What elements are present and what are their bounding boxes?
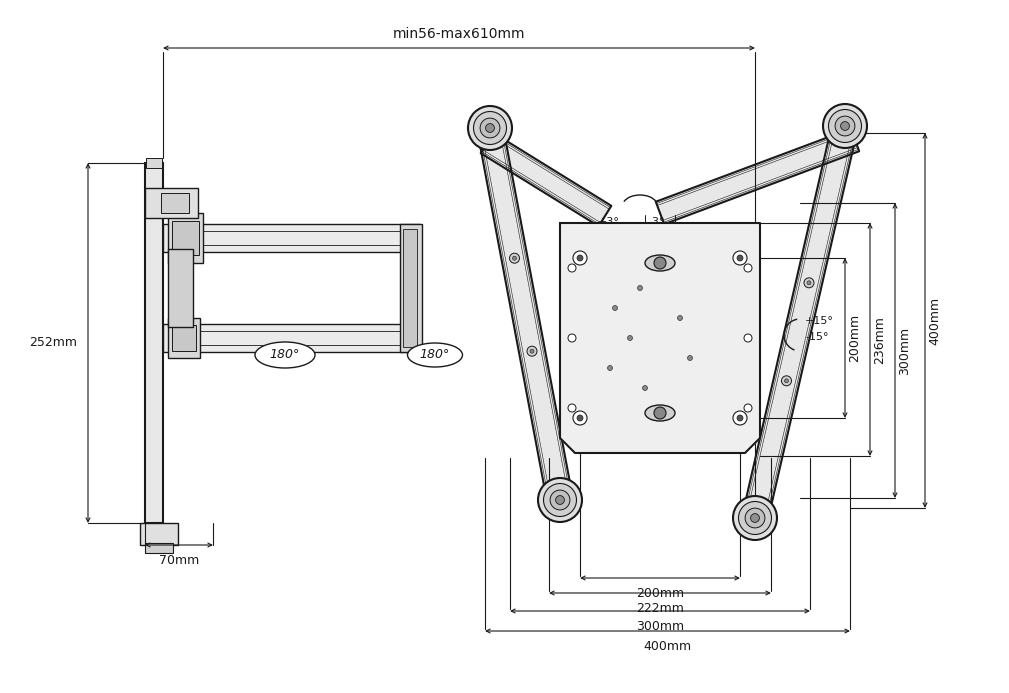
Circle shape (733, 251, 747, 265)
Text: +15°: +15° (805, 316, 833, 326)
Circle shape (513, 256, 517, 260)
Circle shape (840, 121, 850, 130)
Circle shape (568, 264, 576, 272)
Text: 236mm: 236mm (873, 316, 886, 364)
Text: -3°: -3° (648, 217, 665, 227)
Circle shape (807, 281, 811, 285)
Text: 70mm: 70mm (158, 554, 199, 567)
Circle shape (823, 104, 867, 148)
Circle shape (744, 334, 752, 342)
Circle shape (473, 112, 507, 145)
Circle shape (556, 495, 564, 505)
Bar (163, 224, 420, 252)
Circle shape (804, 278, 814, 288)
Circle shape (677, 315, 682, 320)
Bar (403, 229, 417, 347)
Text: 180°: 180° (420, 349, 450, 362)
Circle shape (573, 251, 587, 265)
Text: 300mm: 300mm (898, 327, 911, 375)
Text: 200mm: 200mm (636, 587, 684, 600)
Circle shape (568, 334, 576, 342)
Circle shape (733, 411, 747, 425)
Polygon shape (477, 125, 573, 502)
Circle shape (739, 502, 772, 534)
Bar (146, 158, 162, 168)
Text: +3°: +3° (598, 217, 620, 227)
Text: 200mm: 200mm (848, 314, 861, 362)
Ellipse shape (645, 405, 675, 421)
Text: 400mm: 400mm (928, 297, 941, 345)
Bar (145, 188, 198, 218)
Circle shape (568, 404, 576, 412)
Polygon shape (743, 123, 858, 521)
Circle shape (744, 264, 752, 272)
Circle shape (828, 109, 862, 143)
Circle shape (733, 496, 777, 540)
Polygon shape (480, 133, 611, 226)
Bar (163, 324, 420, 352)
Circle shape (544, 484, 576, 516)
Bar (169, 318, 200, 358)
Circle shape (577, 255, 583, 261)
Bar (172, 221, 199, 255)
Circle shape (480, 118, 499, 138)
Circle shape (751, 514, 760, 523)
Text: 300mm: 300mm (636, 620, 684, 633)
Polygon shape (560, 223, 760, 453)
Circle shape (785, 379, 788, 383)
Circle shape (550, 490, 570, 510)
Circle shape (744, 404, 752, 412)
Text: 252mm: 252mm (29, 337, 77, 349)
Bar (169, 249, 193, 327)
Circle shape (573, 411, 587, 425)
Ellipse shape (255, 342, 315, 368)
Circle shape (745, 508, 765, 528)
Circle shape (577, 415, 583, 421)
Ellipse shape (408, 343, 462, 367)
Circle shape (638, 286, 643, 290)
Text: 222mm: 222mm (636, 602, 684, 615)
Circle shape (527, 346, 537, 356)
Ellipse shape (645, 255, 675, 271)
Circle shape (628, 335, 633, 340)
Bar (140, 523, 178, 545)
Bar (145, 163, 163, 523)
Circle shape (687, 356, 692, 360)
Circle shape (737, 415, 743, 421)
Circle shape (643, 385, 648, 390)
Circle shape (835, 116, 855, 136)
Circle shape (538, 478, 582, 522)
Bar (172, 325, 196, 351)
Polygon shape (656, 129, 860, 225)
Circle shape (530, 349, 534, 353)
Circle shape (654, 257, 666, 269)
Circle shape (510, 253, 520, 263)
Bar (145, 543, 173, 553)
Circle shape (607, 365, 612, 371)
Circle shape (485, 123, 494, 132)
Bar (161, 193, 189, 213)
Circle shape (612, 306, 618, 310)
Text: -15°: -15° (805, 332, 828, 342)
Bar (400, 224, 422, 352)
Text: 400mm: 400mm (644, 640, 691, 653)
Circle shape (654, 407, 666, 419)
Circle shape (782, 376, 791, 386)
Text: min56-max610mm: min56-max610mm (393, 27, 526, 41)
Text: 180°: 180° (269, 349, 300, 362)
Circle shape (468, 106, 512, 150)
Circle shape (737, 255, 743, 261)
Bar (169, 213, 203, 263)
